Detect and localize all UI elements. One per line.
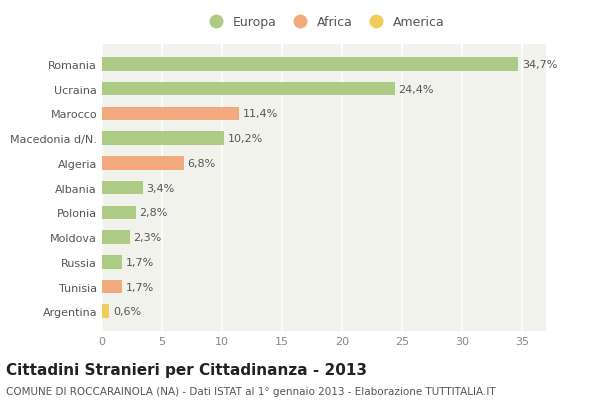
Text: 1,7%: 1,7% (126, 257, 154, 267)
Text: 3,4%: 3,4% (146, 183, 175, 193)
Text: COMUNE DI ROCCARAINOLA (NA) - Dati ISTAT al 1° gennaio 2013 - Elaborazione TUTTI: COMUNE DI ROCCARAINOLA (NA) - Dati ISTAT… (6, 387, 496, 396)
Bar (102, 157, 184, 170)
Text: 1,7%: 1,7% (126, 282, 154, 292)
Text: 2,8%: 2,8% (139, 208, 167, 218)
Text: 6,8%: 6,8% (187, 158, 215, 169)
Text: Cittadini Stranieri per Cittadinanza - 2013: Cittadini Stranieri per Cittadinanza - 2… (6, 362, 367, 377)
Bar (102, 231, 130, 244)
Bar (102, 83, 395, 96)
Bar (102, 206, 136, 220)
Text: 10,2%: 10,2% (228, 134, 263, 144)
Text: 24,4%: 24,4% (398, 85, 434, 94)
Text: 11,4%: 11,4% (242, 109, 278, 119)
Bar (102, 181, 143, 195)
Bar (102, 58, 518, 72)
Bar (102, 280, 122, 294)
Text: 2,3%: 2,3% (133, 232, 161, 243)
Legend: Europa, Africa, America: Europa, Africa, America (198, 11, 450, 34)
Bar (102, 255, 122, 269)
Bar (102, 305, 109, 318)
Text: 34,7%: 34,7% (522, 60, 557, 70)
Bar (102, 132, 224, 146)
Text: 0,6%: 0,6% (113, 306, 141, 317)
Bar (102, 107, 239, 121)
